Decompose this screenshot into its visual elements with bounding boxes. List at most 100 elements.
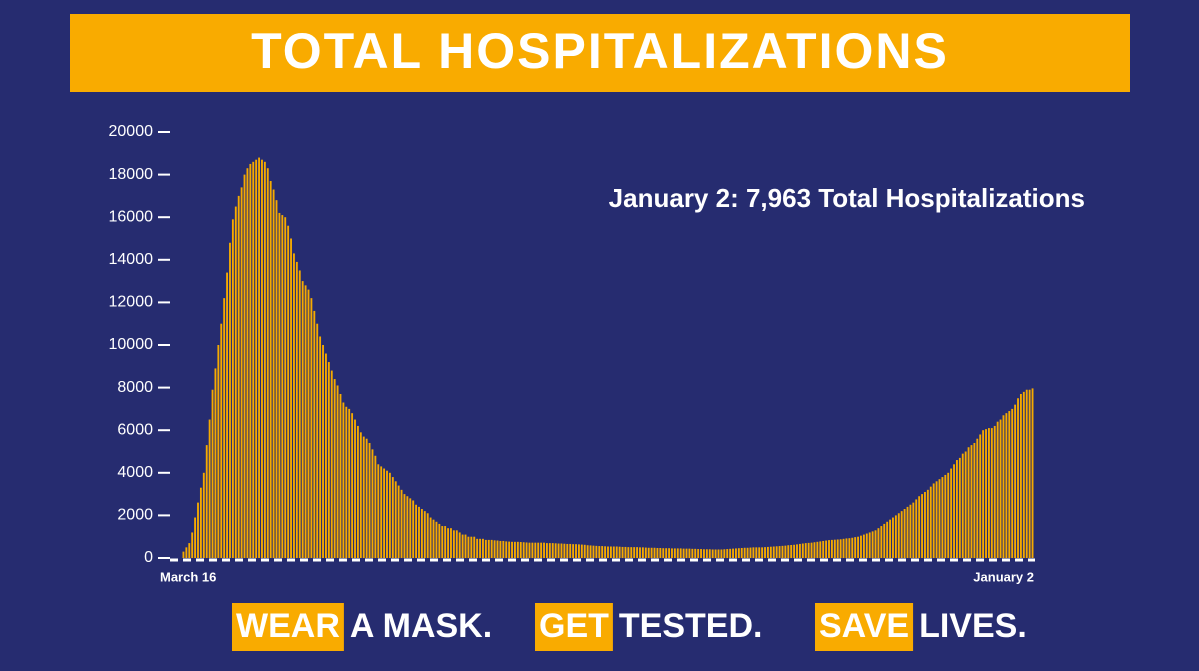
bar [854, 537, 857, 558]
bar [1005, 413, 1008, 558]
bar [316, 323, 319, 558]
bar [979, 434, 982, 558]
bar [557, 543, 560, 558]
bar [862, 534, 865, 558]
bar [333, 379, 336, 558]
bar [589, 545, 592, 558]
bar [293, 253, 295, 558]
bar [575, 544, 577, 558]
bar [924, 491, 926, 558]
bar [828, 540, 830, 558]
bar [234, 206, 237, 559]
bar [380, 466, 383, 558]
bar [647, 547, 650, 558]
bar [476, 538, 479, 558]
bar [383, 468, 386, 558]
bar [447, 528, 449, 558]
bar [737, 548, 740, 558]
bar [214, 368, 217, 558]
bar [636, 547, 639, 558]
bar [685, 548, 688, 558]
bar [1022, 391, 1025, 558]
y-tick-label: 18000 [109, 166, 154, 183]
bar [764, 547, 766, 558]
bar [243, 174, 246, 558]
bar [897, 513, 900, 558]
bar [455, 530, 458, 558]
bar [781, 545, 784, 558]
bar [583, 544, 586, 558]
annotation: January 2: 7,963 Total Hospitalizations [609, 183, 1085, 213]
bar [374, 455, 377, 558]
bar [691, 548, 694, 558]
x-tick-label: January 2 [973, 569, 1034, 584]
bar [790, 545, 793, 558]
bar [351, 413, 354, 558]
y-tick-label: 8000 [117, 379, 153, 396]
bar [926, 489, 929, 558]
bar [700, 549, 702, 558]
bar [511, 541, 513, 558]
bar [641, 547, 644, 558]
bar [339, 393, 342, 558]
bar [435, 521, 438, 558]
bar [871, 531, 874, 558]
bar [778, 546, 781, 558]
bar [415, 504, 418, 558]
bar [656, 547, 659, 558]
bar [572, 544, 575, 558]
bar [197, 502, 199, 558]
bar [851, 537, 854, 558]
bar [772, 546, 775, 558]
bar [880, 526, 883, 558]
bar [740, 547, 743, 558]
bar [906, 506, 909, 558]
bar [883, 523, 886, 558]
bar [833, 539, 836, 558]
bar [368, 442, 371, 558]
bar [839, 539, 842, 558]
bar [423, 511, 426, 558]
bar [403, 494, 406, 558]
bar [860, 535, 862, 558]
bar [194, 517, 197, 558]
bar [540, 542, 543, 558]
bar [319, 336, 322, 558]
bar [822, 540, 825, 558]
bar [211, 389, 214, 558]
bar [752, 547, 755, 558]
bar [929, 486, 932, 558]
bar [444, 526, 447, 558]
bar [673, 548, 676, 558]
bar [342, 402, 345, 558]
slogan-highlight: GET [539, 607, 609, 645]
bar [548, 543, 551, 558]
bar [973, 442, 976, 558]
bar [627, 547, 630, 558]
bar [514, 541, 516, 558]
bar [830, 539, 833, 558]
bar [938, 479, 941, 558]
bar [429, 517, 432, 558]
bar [551, 543, 554, 558]
y-tick-label: 12000 [109, 294, 154, 311]
bar [894, 515, 897, 558]
bar [432, 519, 435, 558]
y-tick-label: 2000 [117, 507, 153, 524]
bar [493, 540, 496, 558]
bar [804, 543, 807, 558]
bar [208, 419, 211, 558]
bar [889, 519, 891, 558]
bar [644, 547, 647, 558]
y-tick-label: 0 [144, 549, 153, 566]
bar [717, 549, 720, 558]
bar [528, 542, 531, 558]
bar [345, 406, 348, 558]
bar [941, 477, 944, 558]
y-tick-label: 14000 [109, 251, 154, 268]
bar [609, 546, 612, 558]
bar [185, 547, 188, 558]
bar [761, 547, 764, 558]
bar [502, 540, 505, 558]
bar [304, 285, 307, 558]
